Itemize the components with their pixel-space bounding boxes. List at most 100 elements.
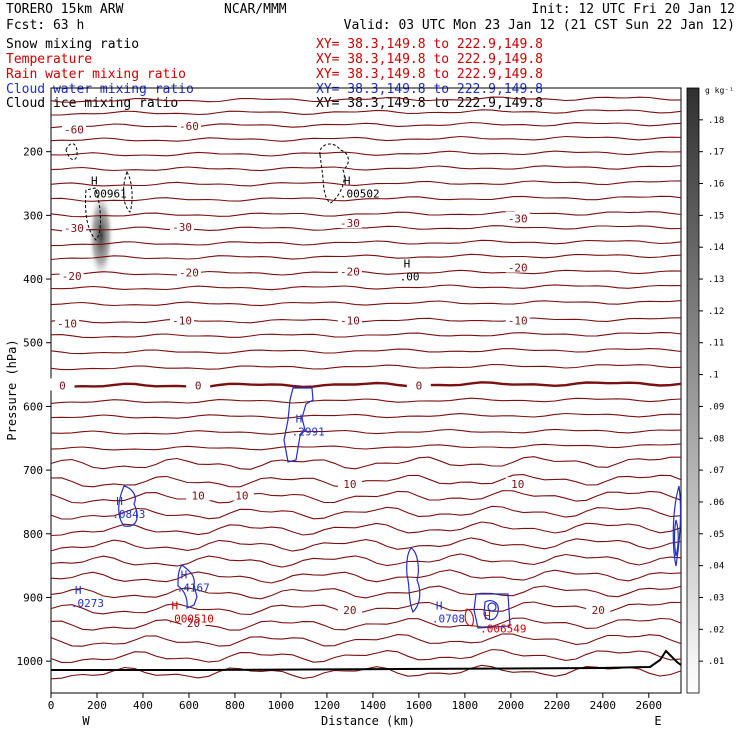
water-contour <box>118 485 138 527</box>
colorbar-ramp <box>686 87 700 694</box>
contour-label-bg <box>505 260 530 273</box>
temperature-contour <box>50 348 682 355</box>
colorbar-tick-label: .18 <box>708 116 724 126</box>
temperature-contour <box>50 412 682 419</box>
valid-label: Valid: 03 UTC Mon 23 Jan 12 (21 CST Sun … <box>344 18 735 33</box>
temperature-contour <box>50 537 682 552</box>
field-name: Cloud water mixing ratio <box>6 82 194 97</box>
extremum-value: .4167 <box>177 581 210 594</box>
ice-contour <box>65 143 78 161</box>
temperature-contour <box>50 269 682 276</box>
colorbar-tick-label: .04 <box>708 562 724 572</box>
temperature-contour-label: -30 <box>172 221 192 234</box>
water-contour <box>673 519 679 557</box>
west-endpoint-label: W <box>82 714 90 728</box>
water-contour <box>672 485 682 567</box>
colorbar-tick-label: .06 <box>708 498 724 508</box>
contour-label-bg <box>170 219 195 232</box>
y-tick-label: 200 <box>23 146 43 159</box>
extremum-marker: H <box>116 495 123 508</box>
temperature-contour <box>50 601 682 616</box>
y-tick-label: 300 <box>23 209 43 222</box>
field-xy: XY= 38.3,149.8 to 222.9,149.8 <box>316 82 543 97</box>
field-name: Rain water mixing ratio <box>6 67 186 82</box>
water-contour <box>283 387 314 463</box>
x-tick-label: 400 <box>133 699 153 712</box>
x-tick-label: 2000 <box>498 699 525 712</box>
temperature-contour-label: -30 <box>64 222 84 235</box>
temperature-contour-label: -10 <box>508 314 528 327</box>
temperature-contour <box>50 633 682 647</box>
contour-label-bg <box>61 221 86 234</box>
extremum-marker: H <box>91 175 98 188</box>
colorbar-tick-label: .08 <box>708 434 724 444</box>
temperature-contour <box>50 180 682 187</box>
water-contour <box>487 602 497 612</box>
x-tick-label: 1200 <box>314 699 341 712</box>
temperature-contour-label: 10 <box>192 490 205 503</box>
y-tick-label: 400 <box>23 273 43 286</box>
colorbar-tick-label: .13 <box>708 275 724 285</box>
temperature-contour-label: 0 <box>59 379 66 392</box>
temperature-contour <box>50 332 682 339</box>
contour-label-bg <box>186 488 211 501</box>
temperature-contour <box>50 135 682 142</box>
extremum-value: .0708 <box>432 612 465 625</box>
temperature-contour <box>50 443 682 451</box>
colorbar-tick-label: .17 <box>708 148 724 158</box>
extremum-marker: H <box>181 568 188 581</box>
field-legend: Snow mixing ratio XY= 38.3,149.8 to 222.… <box>6 37 543 111</box>
y-tick-label: 500 <box>23 337 43 350</box>
temperature-contour-label: -30 <box>340 217 360 230</box>
y-tick-label: 700 <box>23 464 43 477</box>
ice-contour <box>85 187 102 241</box>
colorbar-unit: g kg⁻¹ <box>705 86 734 95</box>
axes: 0 200 400 600 800 1000 1200 1400 1600 1800 2000 220… <box>17 146 663 712</box>
x-tick-label: 2600 <box>636 699 663 712</box>
header: TORERO 15km ARW NCAR/MMM Init: 12 UTC Fr… <box>6 2 735 33</box>
x-tick-label: 1800 <box>452 699 479 712</box>
colorbar-tick-label: .16 <box>708 180 724 190</box>
water-contour <box>473 593 511 629</box>
temperature-contour-label: -20 <box>62 270 82 283</box>
extremum-marker: H <box>404 258 411 271</box>
contour-label-bg <box>170 313 195 326</box>
east-endpoint-label: E <box>654 714 661 728</box>
temperature-contour-label: 20 <box>187 617 200 630</box>
temperature-contour <box>50 505 682 520</box>
temperature-contour <box>50 284 682 291</box>
temperature-contour <box>50 474 682 488</box>
ice-contour <box>319 143 349 204</box>
x-tick-label: 2200 <box>544 699 571 712</box>
x-axis-label: Distance (km) <box>321 714 415 728</box>
x-tick-label: 2400 <box>590 699 617 712</box>
ice-contour <box>123 170 133 213</box>
temperature-contour <box>50 239 682 247</box>
temperature-contour <box>51 109 682 116</box>
contour-label-bg <box>337 216 362 229</box>
contour-label-bg <box>50 378 75 391</box>
temperature-contour <box>50 490 682 504</box>
colorbar-tick-label: .02 <box>708 625 724 635</box>
extremum-value: .00961 <box>87 188 127 201</box>
colorbar-tick-label: .09 <box>708 402 724 412</box>
field-name: Snow mixing ratio <box>6 37 139 52</box>
extremum-marker: H <box>75 584 82 597</box>
temperature-contour <box>50 521 682 537</box>
temperature-contour <box>50 300 682 307</box>
temperature-contour <box>50 397 682 404</box>
contour-label-bg <box>337 603 362 616</box>
extremum-value: .000510 <box>167 612 213 625</box>
model-label: TORERO 15km ARW <box>6 2 124 17</box>
terrain-line <box>51 649 682 671</box>
x-tick-label: 1000 <box>268 699 295 712</box>
temperature-contour <box>50 121 682 129</box>
y-tick-label: 800 <box>23 528 43 541</box>
x-tick-label: 600 <box>179 699 199 712</box>
contour-label-bg <box>61 122 86 135</box>
colorbar-tick-label: .12 <box>708 307 724 317</box>
temperature-contour <box>50 553 682 568</box>
temperature-contour-label: 0 <box>195 379 202 392</box>
water-contour <box>406 547 421 614</box>
